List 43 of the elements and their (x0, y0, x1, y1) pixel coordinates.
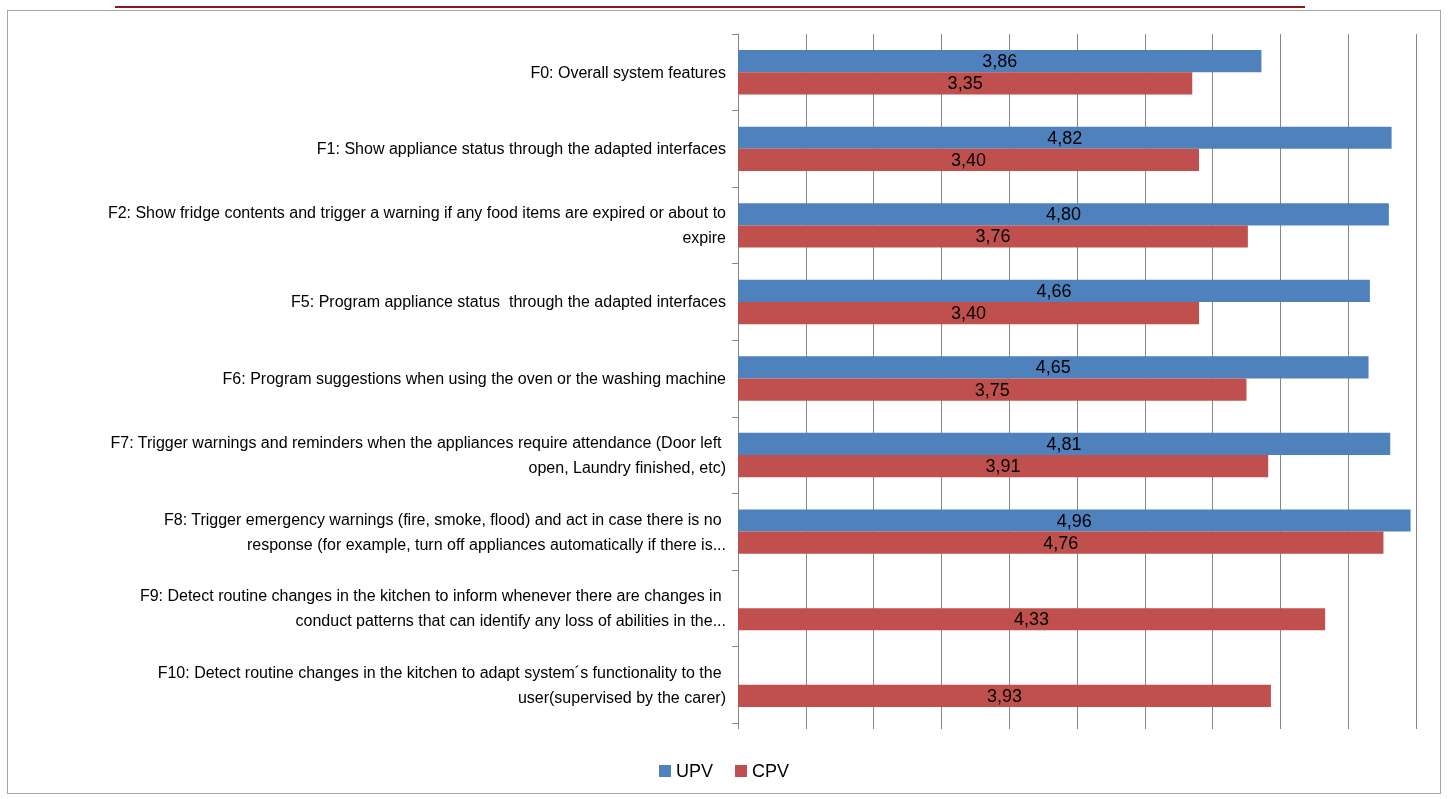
bar (738, 531, 1384, 554)
y-tick-label: F9: Detect routine changes in the kitchen to inform whenever there are changes in conduct patterns that can identify any loss of abilities in the... (139, 587, 726, 630)
data-label: 3,75 (974, 379, 1010, 400)
y-tick-label: F6: Program suggestions when using the oven or the washing machine (222, 370, 727, 387)
bar (738, 72, 1193, 95)
legend-label: CPV (752, 761, 790, 781)
data-label: 4,33 (1014, 609, 1050, 630)
y-tick-label: F8: Trigger emergency warnings (fire, smoke, flood) and act in case there is no response (for example, turn off appliances automatically if there is... (163, 510, 726, 553)
legend-label: UPV (675, 761, 713, 781)
bar (738, 608, 1326, 631)
bar (738, 356, 1369, 379)
data-label: 4,76 (1043, 532, 1079, 553)
bar (738, 50, 1262, 73)
bar (738, 432, 1391, 456)
data-label: 4,82 (1047, 127, 1083, 148)
data-label: 3,76 (975, 226, 1011, 247)
bar (738, 203, 1389, 226)
bar (738, 301, 1200, 325)
bar (738, 684, 1271, 707)
data-label: 3,40 (951, 149, 987, 170)
data-label: 4,81 (1046, 433, 1082, 454)
data-label: 4,96 (1056, 510, 1092, 531)
y-tick-label: F2: Show fridge contents and trigger a warning if any food items are expired or about to expire (107, 204, 727, 247)
data-label: 4,80 (1045, 204, 1081, 225)
y-tick-label: F1: Show appliance status through the adapted interfaces (316, 140, 726, 158)
data-label: 3,86 (982, 51, 1018, 72)
y-tick-label: F0: Overall system features (530, 63, 726, 81)
bar (738, 279, 1370, 302)
data-label: 3,91 (985, 456, 1021, 477)
bar (738, 225, 1248, 248)
data-label: 4,66 (1036, 280, 1072, 301)
y-tick-label: F10: Detect routine changes in the kitchen to adapt system´s functionality to the user(supervised by the carer) (157, 663, 726, 706)
bar (738, 126, 1392, 149)
data-label: 3,35 (947, 73, 983, 94)
data-label: 4,65 (1035, 357, 1071, 378)
bar (738, 378, 1247, 401)
data-label: 3,93 (986, 685, 1022, 706)
y-tick-label: F5: Program appliance status through the adapted interfaces (291, 293, 726, 311)
data-label: 3,40 (951, 303, 987, 324)
bar (738, 455, 1269, 478)
bar (738, 509, 1411, 532)
bar (738, 148, 1200, 172)
y-tick-label: F7: Trigger warnings and reminders when the appliances require attendance (Door left open, Laundry finished, etc) (110, 434, 726, 477)
